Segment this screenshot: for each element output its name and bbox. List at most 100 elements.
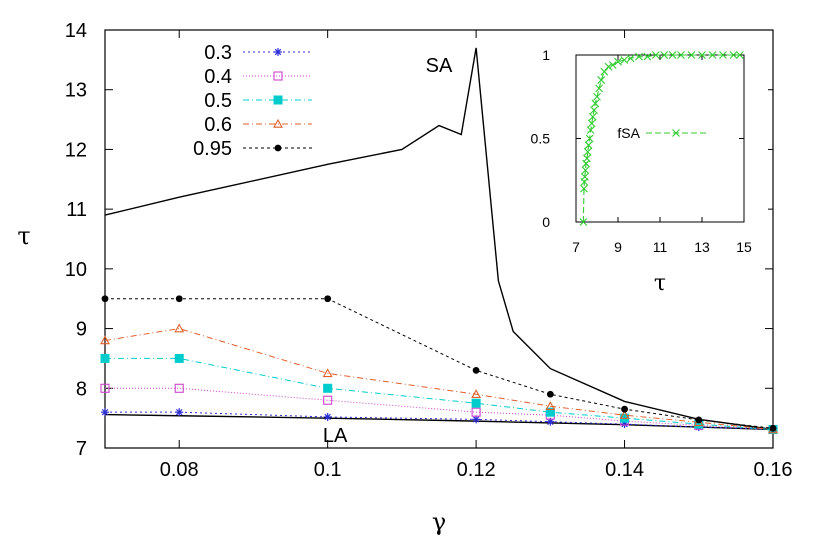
inset-legend-entry: fSA xyxy=(617,125,706,141)
inset-data-point xyxy=(708,51,717,59)
legend-entry: 0.6 xyxy=(204,114,312,136)
y-tick-label: 7 xyxy=(76,438,87,460)
x-tick-label: 0.14 xyxy=(605,459,644,481)
data-point xyxy=(175,295,183,303)
annotation-la: LA xyxy=(323,425,348,447)
inset-data-point xyxy=(698,51,706,59)
data-point xyxy=(621,405,628,413)
y-tick-label: 8 xyxy=(76,378,87,400)
data-point xyxy=(174,323,185,333)
inset-x-tick-label: 15 xyxy=(736,239,752,255)
x-tick-label: 0.16 xyxy=(754,459,793,481)
inset-data-point xyxy=(643,52,652,61)
data-point xyxy=(695,416,703,424)
inset-data-point xyxy=(588,112,597,121)
inset-data-point xyxy=(593,92,601,101)
annotation-sa: SA xyxy=(426,55,453,77)
inset-series xyxy=(579,51,744,226)
series-line xyxy=(105,387,774,430)
inset-x-tick-label: 11 xyxy=(653,239,668,255)
inset-data-point xyxy=(608,61,617,69)
inset-data-point xyxy=(590,106,598,114)
data-point xyxy=(471,389,482,399)
legend-label: 0.4 xyxy=(204,66,232,88)
inset-data-point xyxy=(580,173,589,181)
inset-data-point xyxy=(581,166,590,175)
inset-data-point xyxy=(583,147,592,156)
inset-data-point xyxy=(614,57,622,66)
y-tick-label: 13 xyxy=(65,80,87,102)
legend-entry: 0.95 xyxy=(193,138,312,160)
inset-data-point xyxy=(719,51,727,59)
data-point xyxy=(323,383,333,393)
inset-data-point xyxy=(591,99,600,108)
x-axis-label: γ xyxy=(432,508,446,536)
data-point xyxy=(545,401,556,410)
data-point xyxy=(323,412,332,421)
y-axis-label: τ xyxy=(17,222,30,250)
legend-label: 0.3 xyxy=(204,42,232,64)
x-tick-label: 0.08 xyxy=(160,459,199,481)
y-tick-label: 9 xyxy=(76,319,87,341)
inset-data-point xyxy=(604,62,613,71)
curve-sa xyxy=(104,47,774,431)
legend-label: 0.6 xyxy=(204,114,232,136)
data-point xyxy=(324,295,332,303)
inset-data-point xyxy=(585,134,594,143)
data-point xyxy=(471,407,481,417)
inset-data-point xyxy=(660,51,669,59)
series-line xyxy=(105,411,774,430)
x-tick-label: 0.12 xyxy=(457,459,496,481)
data-point xyxy=(322,368,333,378)
inset-data-point xyxy=(583,154,591,163)
legend-marker xyxy=(273,71,283,81)
inset-data-point xyxy=(677,51,685,59)
inset-data-point xyxy=(586,126,595,135)
inset-data-point xyxy=(668,51,677,59)
data-point xyxy=(323,395,333,405)
inset-x-axis-label: τ xyxy=(654,271,666,296)
inset-legend-label: fSA xyxy=(617,125,640,141)
inset-series-fSA xyxy=(579,51,744,226)
data-point xyxy=(100,383,110,393)
data-point xyxy=(546,390,554,398)
inset-data-point xyxy=(626,54,635,63)
data-point xyxy=(101,295,109,303)
inset-x-tick-label: 7 xyxy=(572,239,580,255)
y-tick-label: 12 xyxy=(65,139,87,161)
x-tick-label: 0.1 xyxy=(314,459,342,481)
series-0.95 xyxy=(101,295,777,432)
series-line xyxy=(105,298,774,429)
series-line xyxy=(104,328,774,430)
y-tick-label: 11 xyxy=(66,199,87,221)
inset-y-tick-label: 0 xyxy=(542,214,550,230)
inset-data-point xyxy=(635,52,643,61)
inset-legend: fSA xyxy=(617,125,706,141)
legend-marker xyxy=(273,95,283,105)
data-point xyxy=(101,408,109,417)
data-point xyxy=(545,407,555,417)
legend-entry: 0.5 xyxy=(204,90,312,112)
inset-data-point xyxy=(735,51,744,59)
inset-series-line xyxy=(582,54,740,223)
data-point xyxy=(471,398,481,408)
y-tick-label: 14 xyxy=(65,20,87,42)
data-point xyxy=(100,335,110,345)
main-annotations: SA LA xyxy=(323,55,453,447)
data-point xyxy=(100,353,110,363)
legend-entry: 0.4 xyxy=(204,66,312,88)
main-plot-frame xyxy=(104,29,774,449)
legend-label: 0.5 xyxy=(204,90,232,112)
inset-data-point xyxy=(600,67,609,76)
legend-marker xyxy=(274,144,282,152)
inset-x-tick-label: 13 xyxy=(694,239,710,255)
inset-data-point xyxy=(584,141,593,150)
data-point xyxy=(174,353,184,363)
inset-data-point xyxy=(597,76,606,84)
data-point xyxy=(472,366,480,374)
data-point xyxy=(619,410,630,419)
data-point xyxy=(769,424,777,432)
data-point xyxy=(174,383,184,393)
inset-x-tick-label: 9 xyxy=(614,239,622,255)
